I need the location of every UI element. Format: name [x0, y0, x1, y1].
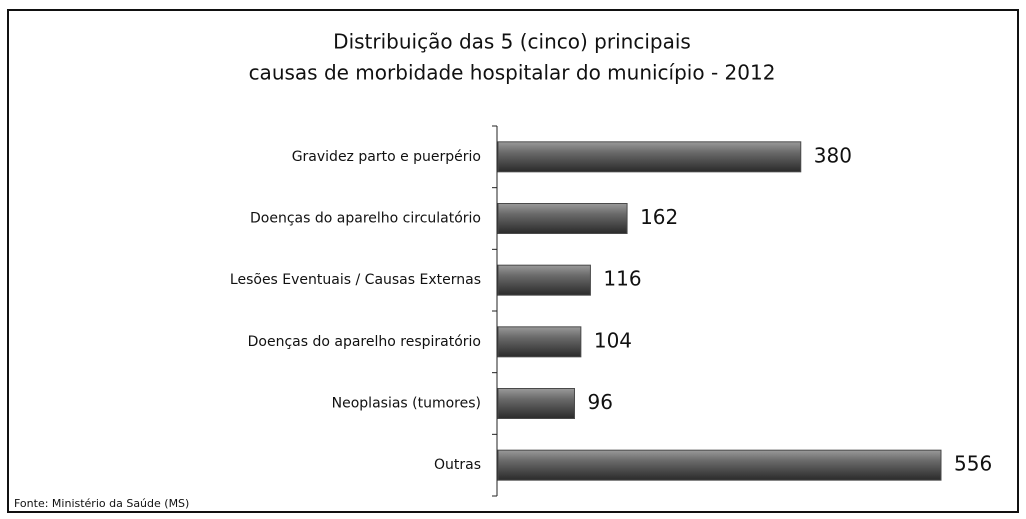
y-tick-label: Outras — [434, 457, 481, 473]
chart-title: causas de morbidade hospitalar do municí… — [249, 61, 776, 85]
bar — [497, 264, 591, 296]
y-tick-label: Doenças do aparelho circulatório — [250, 211, 481, 227]
chart-frame — [7, 9, 1019, 513]
bar — [497, 449, 942, 481]
y-tick-label: Doenças do aparelho respiratório — [248, 334, 481, 350]
data-label: 116 — [603, 267, 641, 291]
data-label: 96 — [587, 390, 612, 414]
bar — [497, 141, 802, 173]
bar — [497, 388, 575, 419]
source-note: Fonte: Ministério da Saúde (MS) — [14, 497, 189, 510]
y-tick-label: Neoplasias (tumores) — [332, 396, 481, 412]
data-label: 162 — [640, 205, 678, 229]
data-label: 380 — [814, 143, 852, 167]
y-tick-label: Lesões Eventuais / Causas Externas — [230, 272, 481, 288]
bar — [497, 203, 628, 234]
bar — [497, 326, 582, 358]
y-tick-label: Gravidez parto e puerpério — [292, 149, 481, 165]
data-label: 556 — [954, 452, 992, 476]
data-label: 104 — [594, 328, 632, 352]
chart-title: Distribuição das 5 (cinco) principais — [333, 30, 691, 54]
